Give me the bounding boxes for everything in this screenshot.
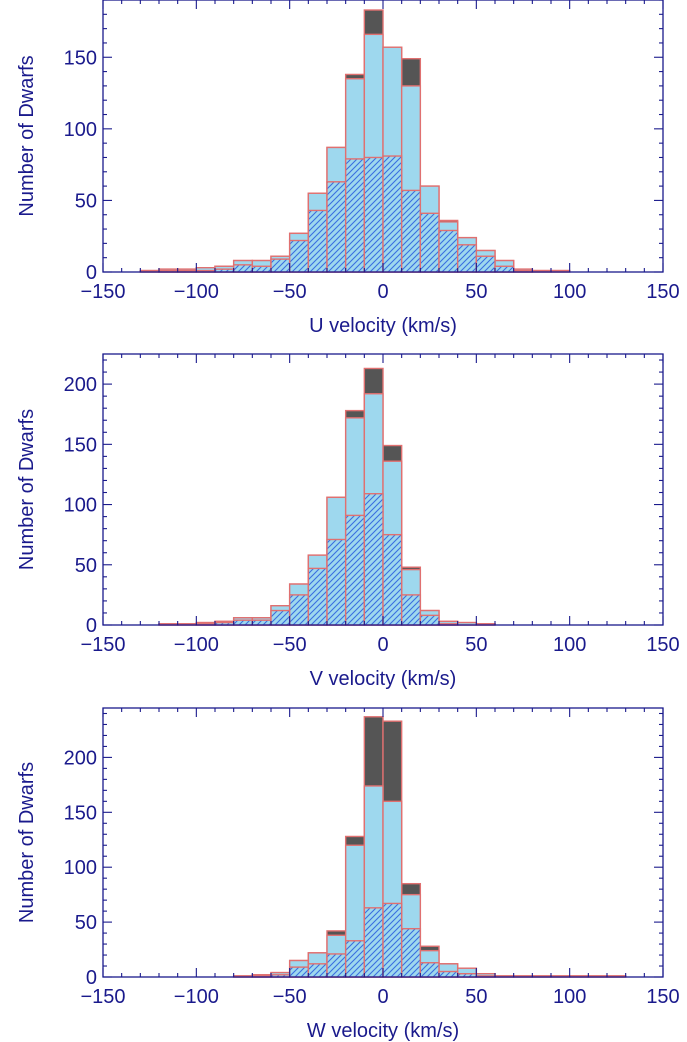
x-axis-label-u: U velocity (km/s) [309,315,457,337]
y-tick-label-w-50: 50 [75,912,97,934]
y-axis-label-w: Number of Dwarfs [16,762,38,923]
bar-v-hatched-10 [400,594,422,626]
x-tick-label-u--150: −150 [80,281,125,303]
x-tick-label-w-50: 50 [465,986,487,1008]
bar-u-hatched--50 [288,239,310,273]
bar-u-hatched-60 [494,265,515,273]
bar-u-hatched-20 [419,212,440,273]
x-tick-label-v--50: −50 [273,634,307,656]
bar-w-hatched-0 [382,902,403,978]
y-axis-label-u: Number of Dwarfs [16,55,38,216]
x-tick-label-u--50: −50 [273,281,307,303]
bar-v-hatched--70 [251,619,272,626]
x-tick-label-w--50: −50 [273,986,307,1008]
bar-w-hatched--10 [363,907,384,978]
bar-u-hatched-10 [400,189,422,273]
bar-w-hatched--40 [307,963,328,978]
bar-u-hatched--30 [326,181,347,273]
bar-u-hatched--60 [270,258,291,273]
x-tick-label-w-150: 150 [646,986,679,1008]
x-tick-label-u--100: −100 [174,281,219,303]
histogram-w-velocity: −150 −100 −50 0 50 100 150 0 50 100 150 200 W veloci… [16,707,680,1042]
x-tick-label-v-100: 100 [553,634,586,656]
bar-v-hatched-20 [419,614,440,626]
y-tick-label-v-0: 0 [86,615,97,637]
bar-v-hatched--20 [344,514,366,626]
bar-u-hatched-0 [382,155,403,273]
bar-u-hatched--40 [307,209,328,273]
x-tick-label-u-100: 100 [553,281,586,303]
y-tick-label-v-200: 200 [64,374,97,396]
x-tick-label-u-150: 150 [646,281,679,303]
histogram-u-velocity: −150 −100 −50 0 50 100 150 0 50 100 150 U velocity … [16,0,680,337]
bar-v-hatched--10 [363,493,384,626]
x-tick-label-w-0: 0 [377,986,388,1008]
bar-u-hatched--70 [251,265,272,273]
x-tick-label-u-0: 0 [377,281,388,303]
bar-w-hatched-10 [400,927,422,978]
bar-u-hatched--20 [344,158,366,273]
x-tick-label-w-100: 100 [553,986,586,1008]
y-tick-label-u-150: 150 [64,47,97,69]
y-tick-label-v-50: 50 [75,555,97,577]
x-tick-label-u-50: 50 [465,281,487,303]
bar-u-hatched-30 [438,229,459,273]
bar-u-hatched--80 [232,264,254,273]
x-tick-label-w--150: −150 [80,986,125,1008]
bar-w-hatched-20 [419,962,440,978]
y-tick-label-u-50: 50 [75,190,97,212]
y-tick-label-v-100: 100 [64,495,97,517]
bar-v-hatched--30 [326,538,347,626]
x-tick-label-v-50: 50 [465,634,487,656]
bar-u-hatched--10 [363,156,384,273]
x-tick-label-v--150: −150 [80,634,125,656]
histogram-v-velocity: −150 −100 −50 0 50 100 150 0 50 100 150 200 V veloci… [16,353,680,690]
x-axis-label-v: V velocity (km/s) [310,668,457,690]
bar-v-hatched--40 [307,567,328,626]
y-axis-label-v: Number of Dwarfs [16,409,38,570]
y-tick-label-w-0: 0 [86,967,97,989]
x-tick-label-v-0: 0 [377,634,388,656]
x-axis-label-w: W velocity (km/s) [307,1020,459,1042]
bar-v-hatched--60 [270,609,291,626]
bar-w-hatched--20 [344,940,366,978]
y-tick-label-u-100: 100 [64,119,97,141]
y-tick-label-v-150: 150 [64,434,97,456]
y-tick-label-w-100: 100 [64,857,97,879]
bar-w-hatched-30 [438,970,459,978]
y-tick-label-w-200: 200 [64,747,97,769]
x-tick-label-v-150: 150 [646,634,679,656]
bar-v-hatched--80 [232,619,254,626]
bar-u-hatched-40 [456,244,478,273]
y-tick-label-u-0: 0 [86,262,97,284]
bar-w-hatched--30 [326,953,347,978]
bar-u-hatched-50 [475,255,496,273]
y-tick-label-w-150: 150 [64,802,97,824]
bar-v-hatched--50 [288,594,310,626]
x-tick-label-w--100: −100 [174,986,219,1008]
x-tick-label-v--100: −100 [174,634,219,656]
bar-w-hatched--50 [288,966,310,978]
bar-v-hatched-0 [382,533,403,626]
